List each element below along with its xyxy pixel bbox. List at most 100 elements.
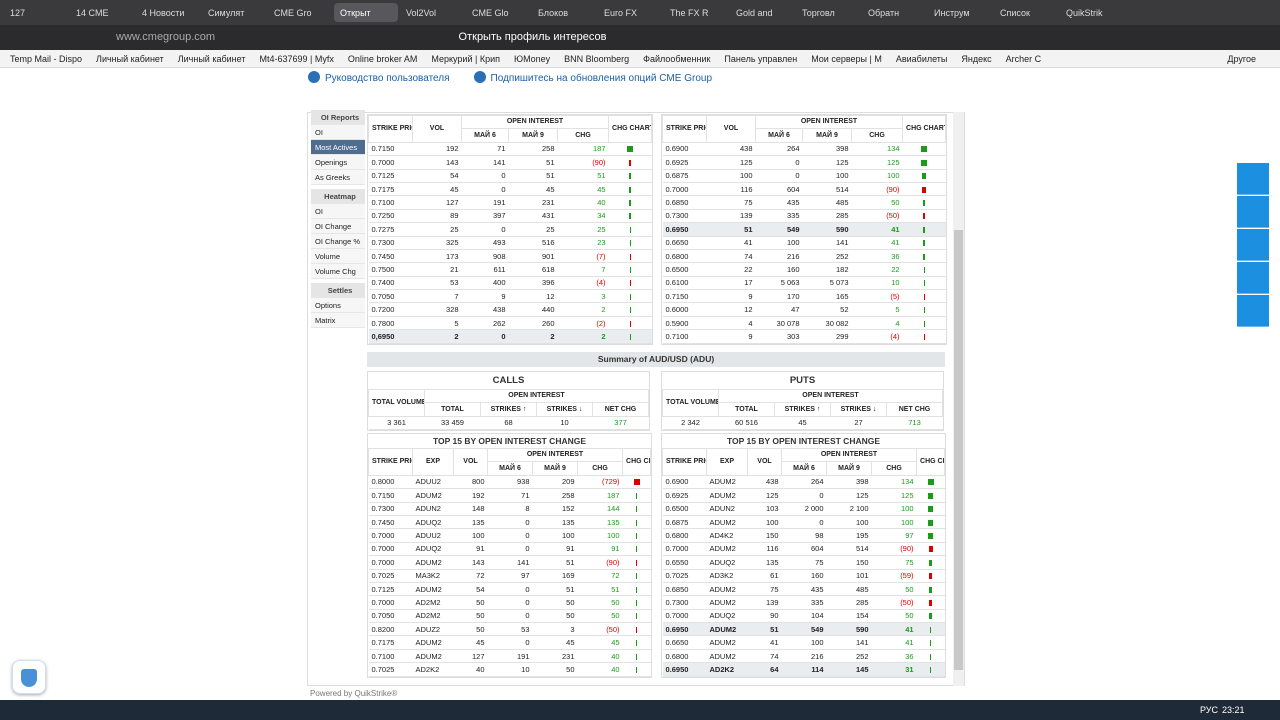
bookmark[interactable]: BNN Bloomberg — [564, 53, 630, 64]
sidebar-item[interactable]: Matrix — [311, 313, 365, 328]
cell: 100 — [577, 528, 623, 543]
sidebar-item[interactable]: Volume — [311, 249, 365, 264]
bookmark[interactable]: Archer C — [1005, 53, 1042, 64]
bookmark[interactable]: Личный кабинет — [177, 53, 246, 64]
cell: 31 — [871, 662, 917, 677]
tab[interactable]: Торговл — [802, 7, 835, 18]
bookmark-more[interactable]: Другое — [1227, 53, 1256, 64]
sidebar-item[interactable]: Openings — [311, 155, 365, 170]
more-button[interactable] — [1237, 295, 1269, 327]
data-row: 0.7000 ADUQ2 91 0 91 91 — [368, 542, 651, 557]
bookmark[interactable]: Файлообменник — [643, 53, 711, 64]
cell: 0.7175 — [368, 635, 413, 650]
sidebar-item[interactable]: As Greeks — [311, 170, 365, 185]
sidebar-item[interactable]: OI Change — [311, 219, 365, 234]
tab[interactable]: Симулят — [208, 7, 245, 18]
tab[interactable]: 4 Новости — [142, 7, 185, 18]
cell: 12 — [706, 302, 756, 317]
tab[interactable]: 14 CME — [76, 7, 109, 18]
cell: 0.6875 — [662, 515, 707, 530]
bookmark[interactable]: Mt4-637699 | Myfx — [259, 53, 334, 64]
tab[interactable]: Обратн — [868, 7, 900, 18]
chg-bar — [929, 626, 932, 633]
tab[interactable]: Блоков — [538, 7, 568, 18]
tab[interactable]: Список — [1000, 7, 1030, 18]
sidebar-item[interactable]: OI — [311, 125, 365, 140]
bookmark[interactable]: Меркурий | Крип — [431, 53, 500, 64]
header-row: МАЙ 6 МАЙ 9 CHG — [369, 461, 651, 476]
cell: 5 063 — [755, 276, 803, 291]
cell: 17 — [706, 276, 756, 291]
column-header: STRIKES ↓ — [830, 402, 887, 417]
cell: 100 — [532, 528, 578, 543]
bookmark[interactable]: Яндекс — [961, 53, 992, 64]
tab[interactable]: QuikStrik — [1066, 7, 1103, 18]
cell: 54 — [453, 582, 488, 597]
cell: 2 100 — [826, 502, 872, 516]
cell: ADUM2 — [706, 542, 748, 557]
tab[interactable]: 127 — [10, 7, 26, 18]
cell: 440 — [508, 302, 558, 317]
cell: 154 — [826, 609, 872, 624]
cell: 103 — [747, 502, 782, 516]
data-row: 0.6650 41 100 141 41 — [662, 236, 946, 250]
tab[interactable]: Euro FX — [604, 7, 638, 18]
bookmark[interactable]: ЮMoney — [513, 53, 551, 64]
cell: 0 — [487, 635, 533, 650]
help-link[interactable]: Подпишитесь на обновления опций CME Grou… — [473, 71, 712, 84]
chart-cell — [608, 169, 652, 183]
sidebar-item[interactable]: Options — [311, 298, 365, 313]
data-row: 0.6100 17 5 063 5 073 10 — [662, 276, 946, 291]
bookmark[interactable]: Online broker AM — [347, 53, 418, 64]
data-row: 0.7000 ADUQ2 90 104 154 50 — [662, 609, 945, 624]
language: РУС — [1200, 705, 1219, 715]
cell: 398 — [802, 142, 852, 157]
bookmark[interactable]: Панель управлен — [724, 53, 798, 64]
sidebar-item[interactable]: OI Change % — [311, 234, 365, 249]
url[interactable]: www.cmegroup.com — [116, 31, 216, 43]
bookmark[interactable]: Temp Mail - Dispo — [10, 53, 83, 64]
bookmark[interactable]: Мои серверы | M — [811, 53, 882, 64]
help-link[interactable]: Руководство пользователя — [308, 71, 450, 84]
cell: 192 — [412, 142, 462, 157]
cell: 0 — [461, 169, 509, 183]
cell: 125 — [871, 488, 917, 503]
twitter-button[interactable] — [1237, 196, 1269, 228]
chg-bar — [635, 519, 638, 526]
tab[interactable]: Открыт — [334, 3, 398, 22]
tab[interactable]: CME Glo — [472, 7, 509, 18]
tab[interactable]: Vol2Vol — [406, 7, 437, 18]
print-button[interactable] — [1237, 229, 1269, 261]
cell: 0.7125 — [368, 169, 413, 183]
tab[interactable]: CME Gro — [274, 7, 312, 18]
column-header: МАЙ 9 — [826, 461, 872, 476]
column-header: TOTAL VOLUME — [662, 389, 719, 417]
sidebar-item[interactable]: Most Actives — [311, 140, 365, 155]
tab[interactable]: Инструм — [934, 7, 970, 18]
column-header: STRIKE PRICE — [368, 115, 413, 143]
sidebar-item[interactable]: Volume Chg — [311, 264, 365, 279]
bookmark[interactable]: Авиабилеты — [895, 53, 948, 64]
bookmark[interactable]: Личный кабинет — [96, 53, 164, 64]
cell: 2 — [508, 329, 558, 344]
facebook-button[interactable] — [1237, 163, 1269, 195]
sidebar-item[interactable]: OI — [311, 204, 365, 219]
cell: 590 — [826, 622, 872, 637]
cell: 41 — [871, 622, 917, 637]
cell: 0 — [487, 595, 533, 610]
chart-cell — [902, 316, 946, 331]
cell: 0.6500 — [662, 502, 707, 516]
mail-button[interactable] — [1237, 262, 1269, 294]
cell: 0.8000 — [368, 475, 413, 490]
chg-bar — [923, 240, 925, 247]
data-row: 3 361 33 459 68 10 377 — [368, 416, 649, 431]
shield-widget[interactable] — [12, 660, 46, 694]
cell: 34 — [557, 209, 609, 224]
tab[interactable]: The FX R — [670, 7, 709, 18]
chart-cell — [608, 302, 652, 317]
tab[interactable]: Gold and — [736, 7, 773, 18]
header-row: МАЙ 6 МАЙ 9 CHG — [663, 461, 945, 476]
sidebar-item: Settles — [311, 283, 365, 298]
cell: 90 — [747, 609, 782, 624]
chart-cell — [916, 528, 945, 543]
